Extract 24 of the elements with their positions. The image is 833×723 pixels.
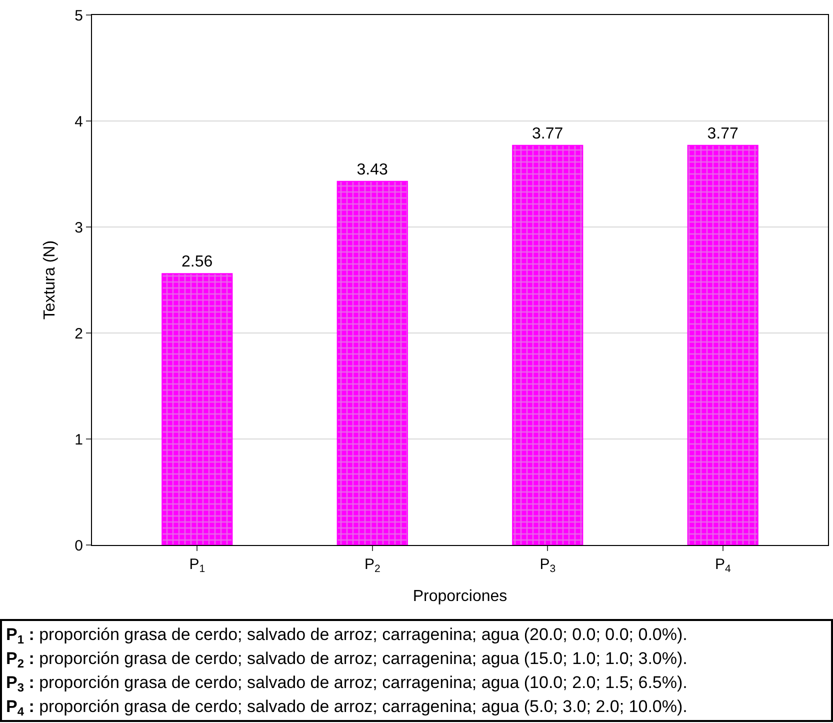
x-tick-label: P$_{4}$ [714, 556, 731, 576]
x-tick-label: P$_{1}$ [189, 556, 206, 576]
y-tick-label: 4 [74, 113, 83, 130]
y-tick-label: 5 [74, 7, 83, 24]
bar [162, 273, 233, 545]
y-tick-label: 3 [74, 219, 83, 236]
data-label: 3.77 [707, 125, 738, 142]
data-label: 2.56 [182, 254, 213, 271]
y-axis-title: Textura (N) [42, 240, 59, 320]
y-tick-label: 1 [74, 431, 83, 448]
text: P$_{2}$ : proporción grasa de cerdo; salvado de arroz; carragenina; agua (15.0; 1.0; 1.0; 3.0%). [6, 649, 688, 671]
text: P$_{1}$ : proporción grasa de cerdo; salvado de arroz; carragenina; agua (20.0; 0.0; 0.0; 0.0%). [6, 625, 688, 647]
data-label: 3.43 [356, 161, 388, 178]
data-label: 3.77 [532, 125, 564, 142]
y-tick-label: 0 [74, 537, 83, 554]
text: P$_{4}$ : proporción grasa de cerdo; salvado de arroz; carragenina; agua (5.0; 3.0; 2.0; 10.0%). [6, 697, 688, 719]
x-axis-title: Proporciones [412, 588, 508, 605]
bar [687, 144, 758, 545]
x-tick-label: P$_{2}$ [364, 556, 380, 576]
bar [512, 144, 584, 545]
bar [336, 180, 408, 545]
text: P$_{3}$ : proporción grasa de cerdo; salvado de arroz; carragenina; agua (10.0; 2.0; 1.5; 6.5%). [6, 673, 688, 695]
y-tick-label: 2 [74, 325, 83, 342]
x-tick-label: P$_{3}$ [540, 556, 556, 576]
